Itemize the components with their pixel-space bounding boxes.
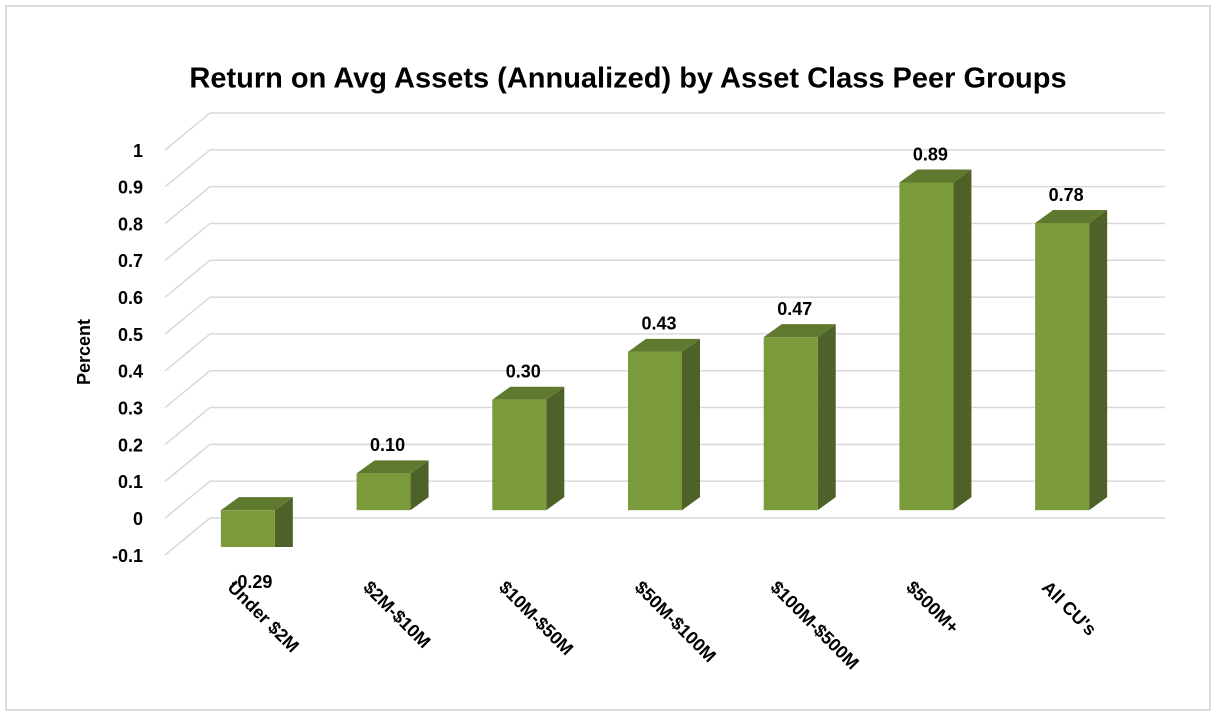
y-tick-label: 0.7	[118, 251, 143, 271]
y-tick-label: 0.4	[118, 362, 143, 382]
bar-side	[1089, 210, 1108, 511]
grid-line	[164, 112, 1165, 151]
bar	[1035, 223, 1090, 511]
grid-line	[164, 480, 1165, 519]
y-tick-label: 0.2	[118, 435, 143, 455]
bar	[628, 351, 682, 511]
bar	[220, 510, 275, 547]
bar-side	[274, 497, 293, 547]
bar-top	[628, 338, 700, 352]
grid-line	[164, 333, 1165, 372]
value-label: 0.30	[506, 361, 541, 381]
y-tick-label: -0.1	[112, 546, 143, 566]
chart-frame	[5, 5, 1211, 711]
bar-top	[220, 497, 293, 511]
bar-side	[546, 386, 565, 511]
y-tick-label: 0.3	[118, 398, 143, 418]
bar-top	[356, 460, 429, 474]
bar-top	[763, 324, 836, 338]
value-label: 0.89	[913, 144, 948, 164]
bar-top	[1035, 210, 1108, 223]
y-tick-label: 0.5	[118, 325, 143, 345]
chart-title: Return on Avg Assets (Annualized) by Ass…	[189, 63, 1066, 95]
grid-line	[164, 517, 1165, 556]
grid-line	[164, 443, 1165, 482]
bars	[220, 169, 1108, 547]
bar-top	[899, 169, 972, 183]
grid	[164, 112, 1165, 556]
bar-side	[682, 338, 700, 511]
value-label: -0.29	[231, 572, 272, 592]
grid-line	[164, 406, 1165, 446]
bar-side	[817, 324, 836, 511]
bar-side	[410, 460, 429, 511]
value-label: 0.78	[1049, 185, 1084, 205]
bar	[899, 182, 954, 511]
value-label: 0.10	[370, 435, 405, 455]
grid-line	[164, 259, 1165, 298]
grid-line	[164, 222, 1165, 262]
value-label: 0.47	[777, 299, 812, 319]
y-axis-title: Percent	[74, 319, 94, 385]
bar	[763, 337, 818, 511]
y-tick-label: 0	[133, 509, 143, 529]
bar	[356, 473, 411, 511]
grid-line	[164, 185, 1165, 225]
bar-side	[953, 169, 972, 511]
y-tick-label: 1	[133, 141, 143, 161]
y-tick-label: 0.8	[118, 214, 143, 234]
grid-line	[164, 369, 1165, 409]
value-label: 0.43	[641, 314, 676, 334]
grid-line	[164, 296, 1165, 335]
y-tick-label: 0.6	[118, 288, 143, 308]
bar-top	[492, 386, 565, 400]
y-tick-label: 0.9	[118, 178, 143, 198]
bar	[492, 399, 547, 511]
grid-line	[164, 149, 1165, 188]
y-tick-label: 0.1	[118, 472, 143, 492]
